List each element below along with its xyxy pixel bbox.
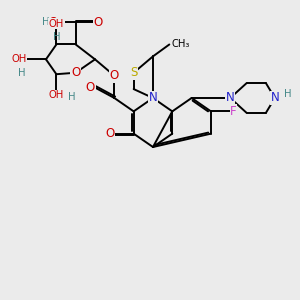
Text: H: H (284, 88, 291, 98)
Text: N: N (226, 92, 235, 104)
Text: H: H (42, 16, 50, 27)
Text: O: O (110, 69, 119, 82)
Text: O: O (94, 16, 103, 29)
Text: OH: OH (11, 54, 27, 64)
Text: O: O (86, 81, 95, 94)
Text: O: O (105, 127, 114, 140)
Text: OH: OH (49, 90, 64, 100)
Text: F: F (230, 105, 237, 118)
Text: OH: OH (49, 19, 64, 29)
Text: CH₃: CH₃ (172, 40, 190, 50)
Text: N: N (148, 92, 157, 104)
Text: H: H (68, 92, 75, 101)
Text: O: O (71, 66, 80, 79)
Text: H: H (52, 32, 60, 42)
Text: N: N (271, 92, 279, 104)
Text: O: O (49, 16, 58, 29)
Text: S: S (130, 66, 137, 79)
Text: H: H (18, 68, 25, 78)
